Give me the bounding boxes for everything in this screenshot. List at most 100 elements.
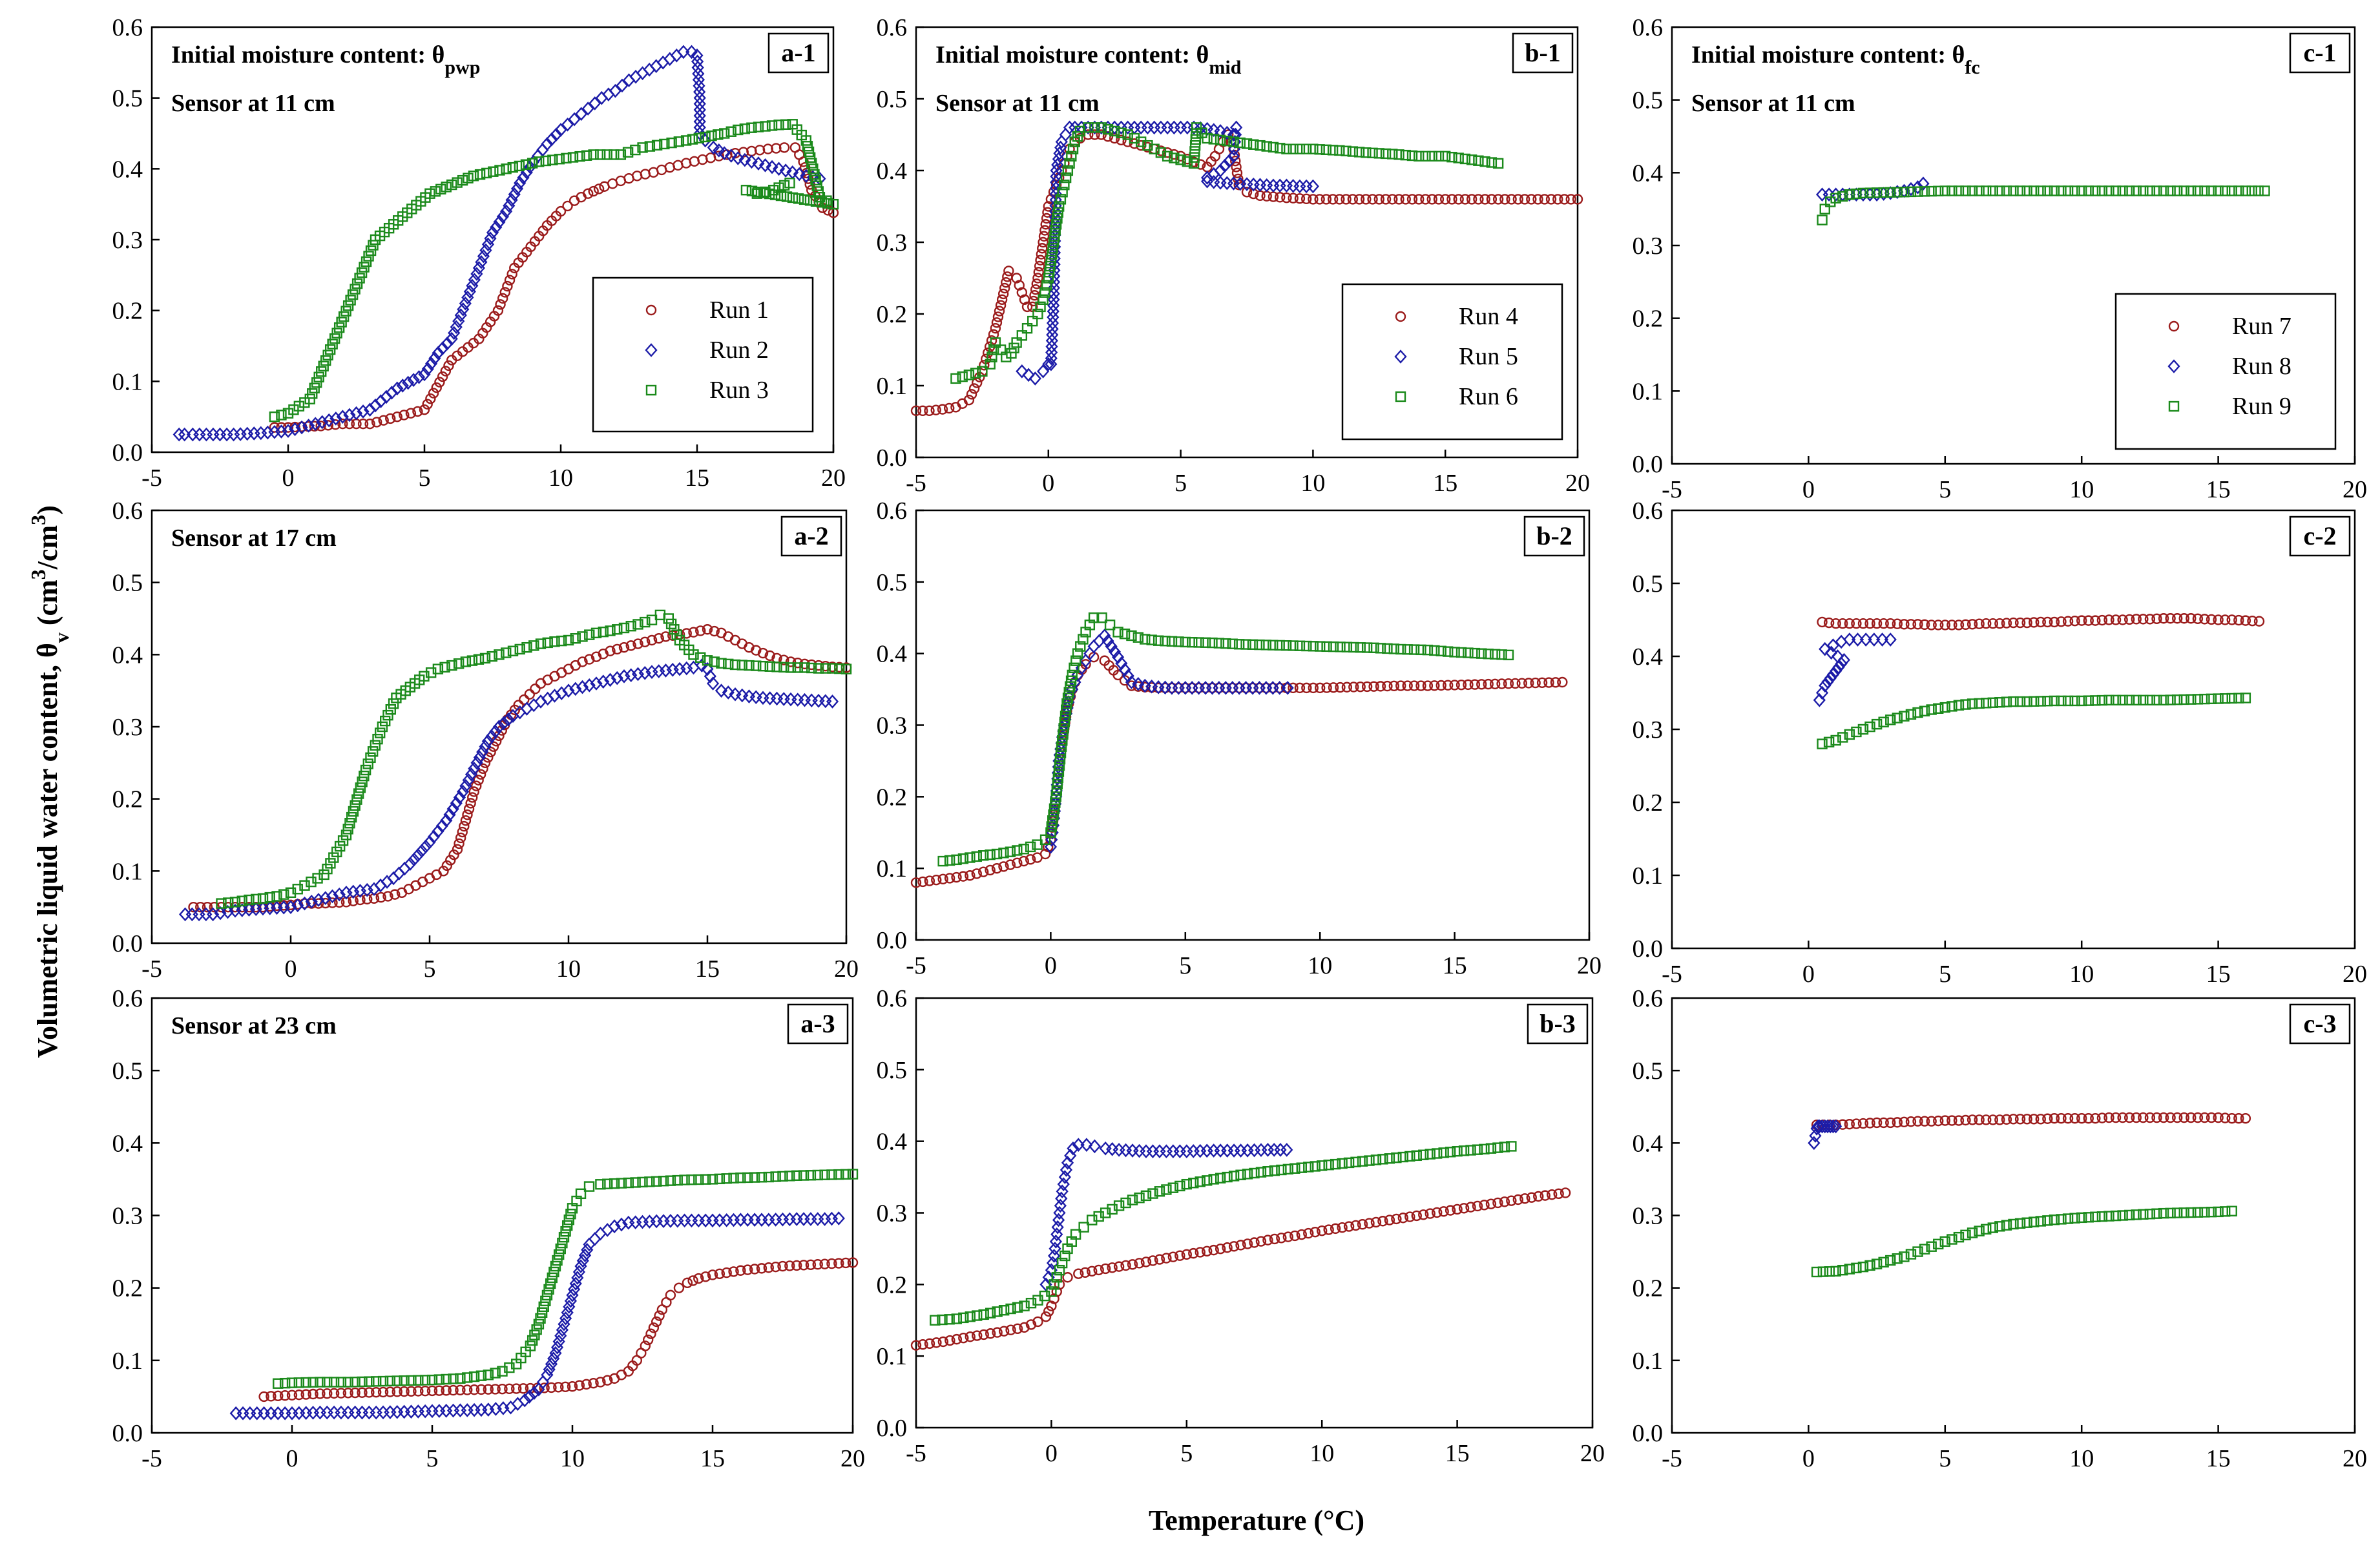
data-point (2076, 695, 2087, 707)
data-point (375, 727, 386, 738)
data-point (1155, 147, 1167, 158)
data-point (559, 1381, 571, 1392)
data-point (178, 427, 191, 442)
series-b-3-run-4 (910, 1187, 1571, 1351)
data-point (320, 355, 331, 366)
data-point (1069, 662, 1080, 674)
data-point (784, 692, 797, 707)
data-point (664, 1214, 677, 1228)
data-point (1341, 682, 1353, 693)
data-point (1347, 146, 1359, 157)
data-point (1445, 1205, 1456, 1216)
x-tick-label-c-3: 15 (2206, 1445, 2231, 1472)
data-point (431, 382, 442, 393)
data-point (2178, 694, 2189, 705)
data-point (1122, 120, 1134, 135)
data-point (1830, 735, 1841, 746)
data-point (659, 138, 670, 150)
series-b-3-run-5 (1039, 1138, 1293, 1292)
data-point (1051, 1272, 1062, 1283)
panel-a-1: 0.00.10.20.30.40.50.6-5 0 5 10 15 20a-1Initia… (112, 14, 846, 492)
data-point (746, 122, 757, 133)
panel-title-c-1-0: Initial moisture content: θfc (1691, 41, 1980, 78)
data-point (2131, 1209, 2142, 1220)
data-point (622, 147, 634, 158)
data-point (1314, 641, 1326, 652)
series-b-2-run-5 (1044, 629, 1294, 854)
data-point (499, 204, 513, 218)
x-tick-label-b-1: 10 (1300, 470, 1325, 497)
data-point (1473, 155, 1484, 166)
data-point (1400, 149, 1411, 161)
data-point (1012, 1302, 1023, 1313)
y-tick-label-b-3: 0.5 (877, 1057, 908, 1084)
data-point (2206, 693, 2217, 705)
data-point (644, 1176, 655, 1187)
data-point (462, 1372, 473, 1383)
data-point (992, 1327, 1003, 1338)
data-point (1857, 724, 1869, 735)
data-point (629, 69, 642, 84)
data-point (556, 635, 567, 647)
data-point (924, 875, 935, 886)
data-point (426, 1374, 438, 1386)
data-point (764, 661, 775, 672)
data-point (1255, 1143, 1268, 1158)
data-point (525, 1340, 536, 1351)
data-point (1364, 1218, 1375, 1229)
panel-a-3: 0.00.10.20.30.40.50.6-5 0 5 10 15 20a-3Sensor… (112, 985, 866, 1472)
data-point (616, 78, 629, 93)
data-point (340, 306, 351, 317)
data-point (443, 360, 454, 371)
data-point (514, 643, 525, 655)
data-point (2206, 185, 2217, 196)
data-point (2069, 1213, 2080, 1224)
data-point (2117, 1112, 2128, 1123)
data-point (1947, 701, 1957, 712)
data-point (1406, 150, 1418, 162)
data-point (1281, 143, 1292, 154)
data-point (1947, 620, 1957, 631)
data-point (688, 627, 699, 638)
data-point (342, 1377, 353, 1388)
data-point (1446, 194, 1457, 205)
x-tick-label-b-3: 0 (1045, 1440, 1058, 1467)
data-point (603, 672, 617, 687)
data-point (1536, 677, 1548, 689)
data-point (561, 1305, 574, 1320)
series-c-2-run-7 (1817, 613, 2265, 631)
data-point (574, 1259, 587, 1273)
data-point (2014, 696, 2026, 707)
data-point (1844, 729, 1855, 740)
data-point (1458, 1145, 1470, 1156)
data-point (1087, 1214, 1098, 1225)
data-point (342, 1405, 355, 1420)
data-point (1485, 1143, 1497, 1154)
data-point (728, 1173, 739, 1183)
data-point (1045, 827, 1056, 838)
data-point (1052, 1213, 1065, 1227)
x-tick-label-b-1: 15 (1433, 470, 1457, 497)
data-point (657, 1214, 670, 1228)
y-tick-label-c-1: 0.3 (1633, 233, 1664, 260)
data-point (2178, 1207, 2189, 1218)
data-point (2001, 185, 2012, 196)
data-point (2090, 185, 2101, 196)
data-point (428, 388, 439, 399)
data-point (2083, 1212, 2094, 1223)
legend-box-b-1 (1341, 283, 1563, 441)
panel-title-a-1-1: Sensor at 11 cm (171, 90, 335, 117)
data-point (1994, 1221, 2005, 1232)
data-point (609, 83, 622, 98)
data-point (1308, 682, 1319, 694)
data-point (1472, 1200, 1483, 1212)
data-point (1844, 1118, 1855, 1130)
data-point (200, 427, 213, 442)
data-point (784, 178, 795, 189)
data-point (1533, 1191, 1544, 1202)
data-point (461, 1403, 474, 1417)
data-point (273, 1378, 284, 1389)
data-point (1380, 148, 1392, 160)
data-point (632, 619, 643, 630)
